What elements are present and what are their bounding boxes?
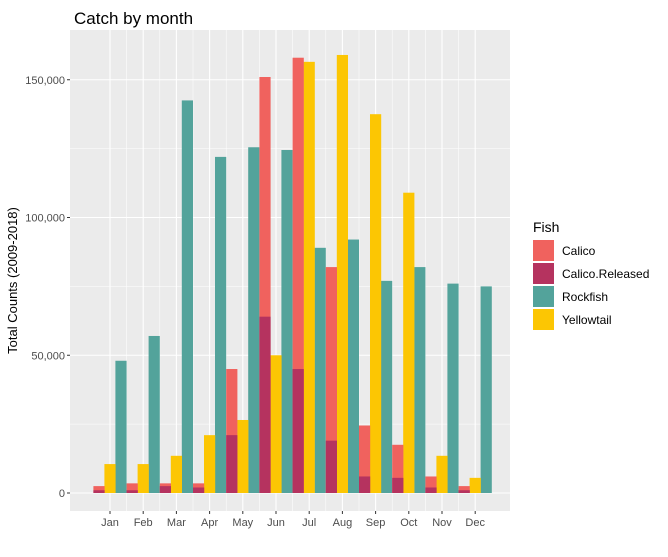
bar-yellowtail-apr bbox=[204, 435, 216, 493]
x-axis: Jan Feb Mar Apr May Jun Jul Aug Sep Oct Nov Dec bbox=[101, 511, 485, 529]
bar-calico-nov bbox=[425, 476, 437, 493]
bar-calico-oct bbox=[392, 444, 404, 493]
bar-rockfish-sep bbox=[381, 280, 393, 493]
bar-yellowtail-oct bbox=[403, 192, 415, 493]
bar-yellowtail-feb bbox=[137, 464, 149, 493]
bar-calico-dec bbox=[458, 486, 470, 493]
bar-calico-released-jun bbox=[259, 316, 271, 493]
legend-key-rockfish bbox=[533, 286, 554, 307]
bar-rockfish-dec bbox=[480, 286, 492, 494]
bar-calico-released-jul bbox=[292, 369, 304, 493]
x-tick-label: Jul bbox=[302, 517, 316, 529]
y-tick-label: 150,000 bbox=[25, 75, 65, 87]
bar-calico-feb bbox=[126, 483, 138, 493]
bars bbox=[93, 54, 492, 494]
bar-calico-jul bbox=[292, 57, 304, 494]
x-tick-label: Sep bbox=[366, 517, 386, 529]
bar-rockfish-aug bbox=[347, 239, 359, 493]
bar-calico-released-sep bbox=[359, 476, 371, 493]
bar-calico-released-oct bbox=[392, 477, 404, 493]
bar-calico-released-apr bbox=[193, 487, 205, 493]
bar-calico-released-mar bbox=[159, 486, 171, 493]
x-tick-label: Dec bbox=[465, 517, 485, 529]
bar-yellowtail-jun bbox=[270, 355, 282, 493]
y-axis-title: Total Counts (2009-2018) bbox=[5, 207, 20, 354]
bar-calico-aug bbox=[325, 267, 337, 493]
bar-rockfish-nov bbox=[447, 283, 459, 493]
bar-yellowtail-mar bbox=[170, 455, 182, 493]
x-tick-label: Mar bbox=[167, 517, 186, 529]
legend-title: Fish bbox=[533, 219, 559, 235]
legend-key-calico-released bbox=[533, 263, 554, 284]
legend-label: Rockfish bbox=[562, 290, 608, 304]
bar-calico-released-aug bbox=[325, 440, 337, 493]
bar-rockfish-jan bbox=[115, 360, 127, 493]
x-tick-label: Feb bbox=[134, 517, 153, 529]
bar-yellowtail-sep bbox=[370, 114, 382, 493]
x-tick-label: Jun bbox=[267, 517, 285, 529]
bar-calico-sep bbox=[359, 425, 371, 493]
bar-yellowtail-nov bbox=[436, 455, 448, 493]
y-tick-label: 0 bbox=[59, 488, 65, 500]
legend-label: Yellowtail bbox=[562, 313, 612, 327]
y-axis: 0 50,000 100,000 150,000 bbox=[25, 75, 70, 500]
bar-calico-jun bbox=[259, 77, 271, 493]
y-tick-label: 100,000 bbox=[25, 213, 65, 225]
bar-calico-released-nov bbox=[425, 487, 437, 493]
bar-rockfish-jun bbox=[281, 150, 293, 493]
y-tick-label: 50,000 bbox=[31, 350, 65, 362]
bar-calico-released-may bbox=[226, 435, 238, 493]
bar-rockfish-apr bbox=[215, 156, 227, 493]
x-tick-label: May bbox=[232, 517, 253, 529]
bar-calico-may bbox=[226, 369, 238, 493]
x-tick-label: Nov bbox=[432, 517, 452, 529]
legend-label: Calico bbox=[562, 244, 596, 258]
bar-yellowtail-jan bbox=[104, 464, 116, 493]
bar-calico-released-feb bbox=[126, 490, 138, 493]
bar-yellowtail-may bbox=[237, 419, 249, 493]
bar-rockfish-mar bbox=[181, 100, 193, 493]
chart-title: Catch by month bbox=[74, 9, 193, 28]
legend-label: Calico.Released bbox=[562, 267, 649, 281]
bar-yellowtail-aug bbox=[336, 54, 348, 494]
bar-yellowtail-jul bbox=[303, 61, 315, 494]
x-tick-label: Apr bbox=[201, 517, 218, 529]
bar-calico-released-jan bbox=[93, 490, 105, 493]
bar-rockfish-feb bbox=[148, 335, 160, 493]
x-tick-label: Oct bbox=[400, 517, 417, 529]
bar-calico-released-dec bbox=[458, 490, 470, 493]
bar-rockfish-oct bbox=[414, 267, 426, 493]
legend-key-yellowtail bbox=[533, 309, 554, 330]
bar-rockfish-jul bbox=[314, 247, 326, 493]
legend: Fish Calico Calico.Released Rockfish Yellow… bbox=[533, 219, 649, 330]
bar-calico-jan bbox=[93, 486, 105, 493]
bar-yellowtail-dec bbox=[469, 477, 481, 493]
x-tick-label: Aug bbox=[333, 517, 353, 529]
legend-key-calico bbox=[533, 240, 554, 261]
bar-rockfish-may bbox=[248, 147, 260, 493]
x-tick-label: Jan bbox=[101, 517, 119, 529]
